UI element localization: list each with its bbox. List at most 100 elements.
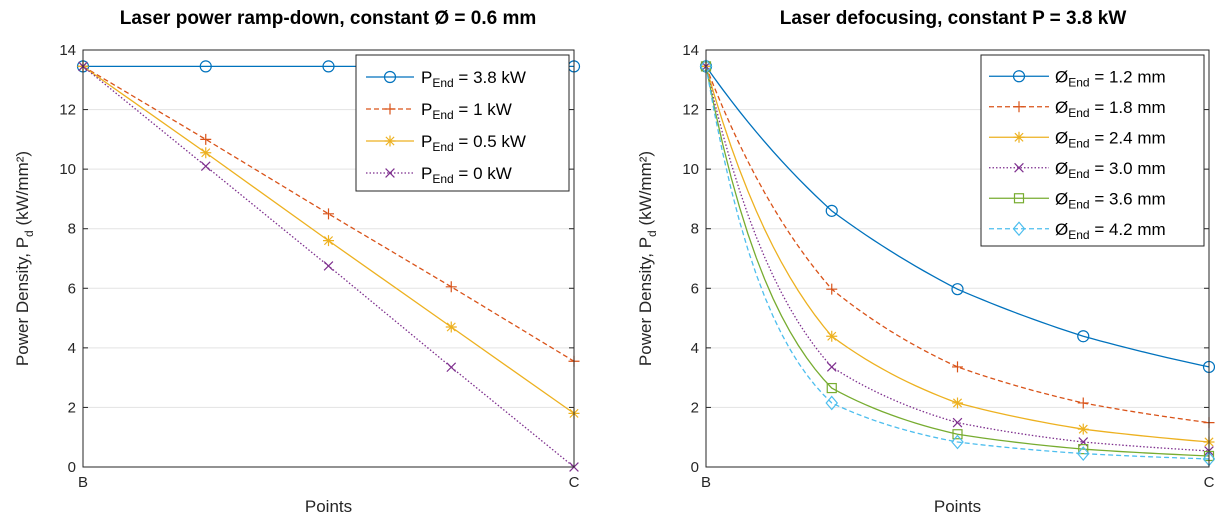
legend-box — [355, 54, 570, 192]
legend-marker — [383, 70, 397, 84]
legend-entry-4: ØEnd = 3.0 mm — [989, 159, 1166, 181]
y-axis-label-unit: (kW/mm²) — [636, 151, 655, 230]
data-point — [952, 397, 963, 409]
legend-entry-2: ØEnd = 1.8 mm — [989, 98, 1166, 120]
series-line — [705, 66, 1210, 368]
data-point — [825, 395, 839, 411]
data-point — [323, 261, 334, 271]
data-point — [199, 60, 212, 73]
legend-label-main: P — [421, 100, 432, 119]
legend-label-main: Ø — [1055, 98, 1068, 117]
legend-entry-1: PEnd = 3.8 kW — [366, 68, 526, 90]
y-tick-label: 6 — [691, 280, 699, 297]
y-axis-label-subscript: d — [22, 230, 36, 237]
chart-title: Laser power ramp-down, constant Ø = 0.6 … — [120, 8, 537, 29]
y-tick-label: 0 — [68, 459, 76, 476]
y-tick-label: 14 — [59, 42, 76, 59]
y-axis-label-subscript: d — [645, 230, 659, 237]
legend-label-subscript: End — [1068, 136, 1089, 150]
legend-marker — [1014, 162, 1024, 173]
legend-label-value: = 1.2 mm — [1090, 67, 1166, 86]
series-line — [705, 66, 1210, 452]
legend-label-subscript: End — [432, 108, 453, 122]
chart-title: Laser defocusing, constant P = 3.8 kW — [780, 8, 1127, 29]
legend-marker — [1012, 221, 1026, 237]
y-axis-label-main: Power Density, P — [636, 237, 655, 366]
series-6 — [699, 58, 1215, 467]
legend-label-main: Ø — [1055, 189, 1068, 208]
data-point — [445, 321, 457, 333]
series-line — [705, 66, 1210, 460]
data-point — [1076, 446, 1090, 462]
legend-entry-6: ØEnd = 4.2 mm — [989, 220, 1166, 242]
chart-1: 0 2 4 6 8 10 12 14 B C Laser power ramp-down, cons… — [13, 8, 581, 516]
series-line — [705, 66, 1210, 424]
legend-entry-4: PEnd = 0 kW — [366, 164, 512, 186]
y-tick-label: 14 — [682, 42, 699, 59]
y-axis-label: Power Density, Pd (kW/mm²) — [13, 151, 36, 366]
legend-label-subscript: End — [1068, 228, 1089, 242]
data-point — [826, 330, 838, 342]
axes-frame — [82, 49, 575, 468]
data-point — [1077, 330, 1090, 343]
legend-label-value: = 3.6 mm — [1090, 189, 1166, 208]
data-point — [826, 362, 837, 372]
legend-label: PEnd = 0 kW — [421, 164, 512, 186]
legend-label-main: P — [421, 164, 432, 183]
data-point — [446, 362, 457, 373]
legend-box — [980, 54, 1205, 247]
legend-label-value: = 2.4 mm — [1090, 128, 1166, 147]
legend-entry-2: PEnd = 1 kW — [366, 100, 512, 122]
y-tick-label: 12 — [59, 102, 76, 119]
legend-label-main: Ø — [1055, 128, 1068, 147]
legend-label-main: Ø — [1055, 67, 1068, 86]
legend-label-subscript: End — [1068, 75, 1089, 89]
legend-marker — [1013, 131, 1025, 143]
y-tick-label: 8 — [691, 221, 699, 238]
data-point — [1077, 423, 1089, 435]
y-tick-label: 12 — [682, 102, 699, 119]
legend-entry-1: ØEnd = 1.2 mm — [989, 67, 1166, 89]
x-axis-label: Points — [305, 497, 352, 516]
data-point — [951, 283, 964, 296]
y-tick-label: 6 — [68, 280, 76, 297]
data-point — [952, 417, 963, 428]
y-axis-label: Power Density, Pd (kW/mm²) — [636, 151, 659, 366]
legend-label: PEnd = 1 kW — [421, 100, 512, 122]
legend-label-main: Ø — [1055, 159, 1068, 178]
y-tick-label: 8 — [68, 221, 76, 238]
data-point — [322, 60, 335, 73]
legend-marker — [384, 103, 396, 115]
data-point — [445, 281, 457, 293]
legend-label: PEnd = 0.5 kW — [421, 132, 526, 154]
y-tick-label: 4 — [68, 340, 76, 357]
data-point — [323, 208, 334, 220]
y-axis-label-unit: (kW/mm²) — [13, 151, 32, 230]
legend-marker — [1012, 70, 1026, 83]
legend-label-value: = 1.8 mm — [1090, 98, 1166, 117]
legend-label-value: = 0 kW — [454, 164, 512, 183]
data-point — [1077, 397, 1089, 409]
legend-label-main: P — [421, 68, 432, 87]
legend-marker — [1013, 193, 1025, 204]
data-point — [200, 161, 211, 171]
legend-label: ØEnd = 3.0 mm — [1055, 159, 1166, 181]
data-point — [825, 204, 838, 217]
legend-label: PEnd = 3.8 kW — [421, 68, 526, 90]
legend-label-subscript: End — [1068, 197, 1089, 211]
axes-frame — [705, 49, 1210, 468]
chart-2: 0 2 4 6 8 10 12 14 B C Laser defocusing, constant … — [636, 8, 1215, 516]
legend-entry-5: ØEnd = 3.6 mm — [989, 189, 1166, 211]
legend-label-value: = 4.2 mm — [1090, 220, 1166, 239]
y-tick-label: 10 — [682, 161, 699, 178]
legend-label-main: Ø — [1055, 220, 1068, 239]
legend-label-value: = 1 kW — [454, 100, 512, 119]
data-point — [951, 434, 964, 450]
legend-marker — [384, 135, 396, 147]
legend-label-subscript: End — [432, 172, 453, 186]
x-tick-label: B — [78, 474, 88, 491]
legend-label-subscript: End — [1068, 106, 1089, 120]
y-tick-label: 10 — [59, 161, 76, 178]
